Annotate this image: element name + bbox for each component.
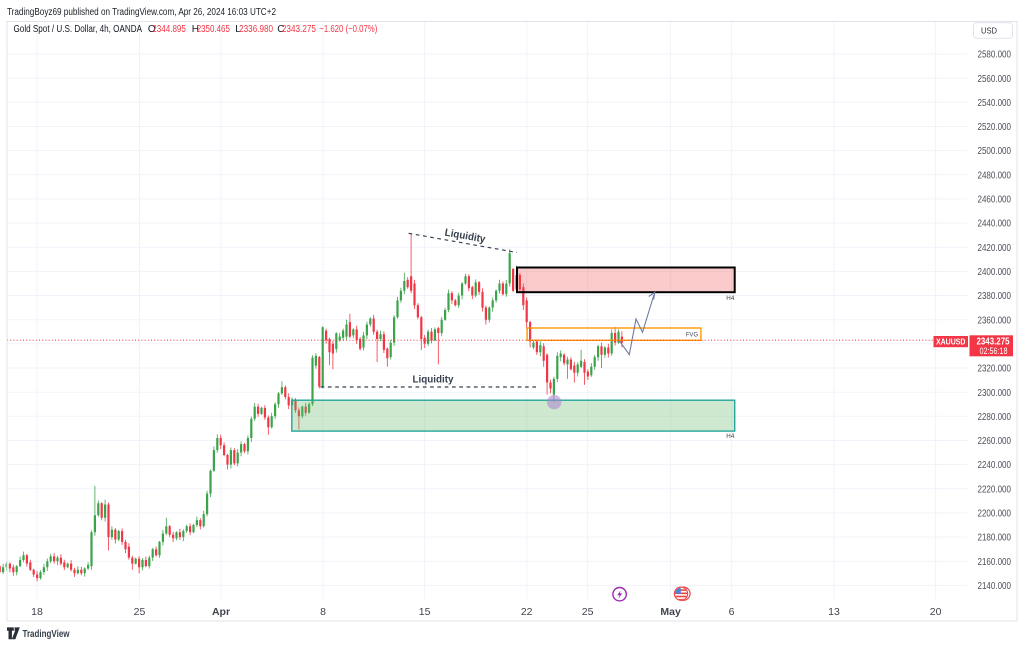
svg-text:Gold Spot / U.S. Dollar, 4h, O: Gold Spot / U.S. Dollar, 4h, OANDA	[14, 24, 143, 35]
svg-text:2480.000: 2480.000	[978, 170, 1012, 181]
svg-text:2350.465: 2350.465	[197, 24, 231, 35]
svg-text:2336.980: 2336.980	[239, 24, 273, 35]
svg-text:2560.000: 2560.000	[978, 74, 1012, 85]
svg-text:XAUUSD: XAUUSD	[936, 337, 966, 346]
svg-text:2460.000: 2460.000	[978, 195, 1012, 206]
svg-text:2280.000: 2280.000	[978, 412, 1012, 423]
svg-text:2343.275: 2343.275	[977, 336, 1010, 348]
svg-text:15: 15	[419, 606, 431, 618]
svg-text:25: 25	[582, 606, 594, 618]
svg-text:O: O	[148, 24, 156, 35]
svg-text:18: 18	[31, 606, 43, 618]
svg-text:2520.000: 2520.000	[978, 122, 1012, 133]
svg-text:13: 13	[828, 606, 840, 618]
svg-text:2360.000: 2360.000	[978, 315, 1012, 326]
svg-text:20: 20	[930, 606, 942, 618]
svg-text:6: 6	[729, 606, 735, 618]
svg-text:2200.000: 2200.000	[978, 509, 1012, 520]
svg-text:2400.000: 2400.000	[978, 267, 1012, 278]
svg-text:02:56:18: 02:56:18	[980, 346, 1008, 356]
svg-text:2540.000: 2540.000	[978, 98, 1012, 109]
svg-text:TradingBoyz69 published on Tra: TradingBoyz69 published on TradingView.c…	[7, 7, 276, 18]
svg-text:FVG: FVG	[686, 331, 698, 338]
svg-text:2160.000: 2160.000	[978, 557, 1012, 568]
svg-text:TradingView: TradingView	[23, 628, 71, 640]
svg-text:2344.895: 2344.895	[152, 24, 186, 35]
svg-text:May: May	[660, 606, 681, 618]
svg-text:2343.275: 2343.275	[282, 24, 316, 35]
svg-text:2260.000: 2260.000	[978, 436, 1012, 447]
svg-text:−1.620 (−0.07%): −1.620 (−0.07%)	[319, 24, 377, 35]
svg-text:2580.000: 2580.000	[978, 50, 1012, 61]
svg-text:2320.000: 2320.000	[978, 364, 1012, 375]
svg-text:2440.000: 2440.000	[978, 219, 1012, 230]
svg-text:8: 8	[320, 606, 326, 618]
svg-text:H: H	[192, 24, 199, 35]
svg-text:Apr: Apr	[212, 606, 230, 618]
svg-text:25: 25	[134, 606, 146, 618]
svg-text:USD: USD	[981, 26, 997, 36]
svg-text:2240.000: 2240.000	[978, 460, 1012, 471]
svg-text:22: 22	[521, 606, 533, 618]
svg-text:2300.000: 2300.000	[978, 388, 1012, 399]
svg-text:C: C	[277, 24, 284, 35]
svg-text:2220.000: 2220.000	[978, 484, 1012, 495]
svg-text:2500.000: 2500.000	[978, 146, 1012, 157]
svg-text:2380.000: 2380.000	[978, 291, 1012, 302]
svg-text:2420.000: 2420.000	[978, 243, 1012, 254]
svg-text:H4: H4	[726, 433, 734, 440]
svg-text:L: L	[235, 24, 241, 35]
svg-text:Liquidity: Liquidity	[413, 374, 454, 386]
svg-text:2140.000: 2140.000	[978, 581, 1012, 592]
svg-text:2180.000: 2180.000	[978, 533, 1012, 544]
svg-text:H4: H4	[726, 295, 734, 302]
